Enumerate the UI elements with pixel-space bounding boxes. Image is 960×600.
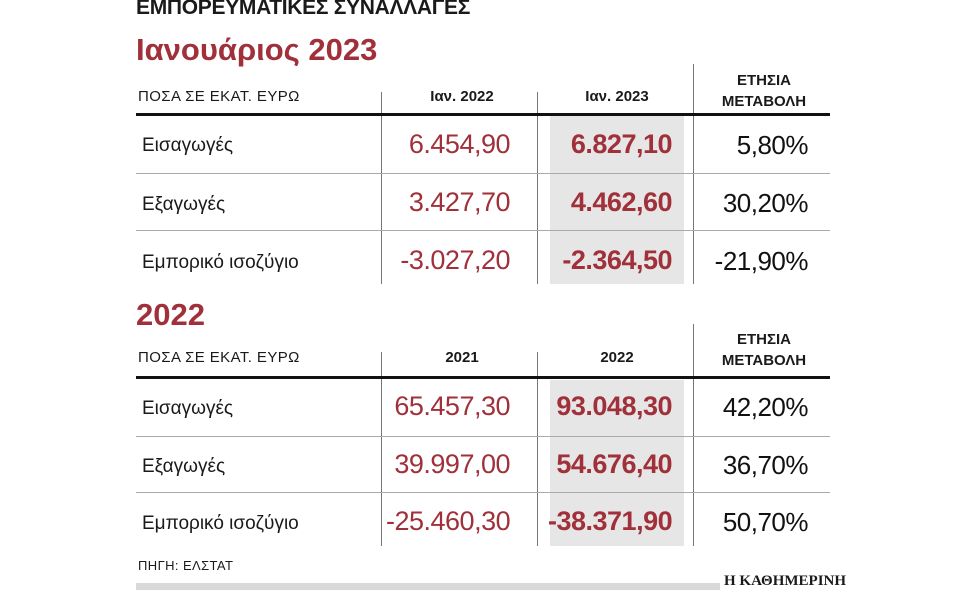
column-divider	[537, 352, 538, 546]
value-exports-cur: 4.462,60	[570, 187, 673, 217]
value-exports-change: 30,20%	[722, 188, 809, 218]
row-divider	[136, 173, 830, 174]
value-balance-cur: -2.364,50	[562, 245, 672, 275]
column-divider	[693, 324, 694, 546]
row-divider	[136, 230, 830, 231]
column-divider	[381, 352, 382, 546]
row-label-imports: Εισαγωγές	[142, 398, 234, 419]
section-title-2022: 2022	[136, 297, 205, 332]
value-balance-change: 50,70%	[722, 507, 809, 537]
column-divider	[381, 92, 382, 284]
value-exports-change: 36,70%	[722, 450, 809, 480]
header-rule	[136, 376, 830, 379]
column-divider	[537, 92, 538, 284]
value-exports-cur: 54.676,40	[556, 449, 672, 479]
value-balance-prev: -25.460,30	[386, 506, 511, 536]
row-divider	[136, 492, 830, 493]
value-imports-prev: 65.457,30	[394, 391, 510, 421]
value-imports-cur: 6.827,10	[570, 129, 673, 159]
source-note: ΠΗΓΗ: ΕΛΣΤΑΤ	[138, 558, 234, 573]
change-header-line-1: ΕΤΗΣΙΑ	[736, 331, 791, 348]
row-label-exports: Εξαγωγές	[142, 194, 226, 215]
column-header-cur: Ιαν. 2023	[585, 88, 649, 105]
section-title-jan-2023: Ιανουάριος 2023	[136, 32, 378, 67]
change-header-line-1: ΕΤΗΣΙΑ	[736, 72, 791, 89]
unit-label: ΠΟΣΑ ΣΕ ΕΚΑΤ. ΕΥΡΩ	[138, 349, 300, 366]
change-header-line-2: ΜΕΤΑΒΟΛΗ	[721, 352, 807, 369]
unit-label: ΠΟΣΑ ΣΕ ΕΚΑΤ. ΕΥΡΩ	[138, 88, 300, 105]
value-exports-prev: 39.997,00	[394, 449, 510, 479]
value-balance-prev: -3.027,20	[400, 245, 510, 275]
footer-bar	[136, 583, 720, 590]
highlight-column-2022	[550, 380, 684, 546]
row-label-balance: Εμπορικό ισοζύγιο	[142, 252, 299, 273]
row-label-exports: Εξαγωγές	[142, 456, 226, 477]
column-header-change: ΕΤΗΣΙΑ ΜΕΤΑΒΟΛΗ	[694, 70, 834, 112]
column-header-cur: 2022	[600, 349, 634, 366]
row-label-balance: Εμπορικό ισοζύγιο	[142, 513, 299, 534]
column-header-change: ΕΤΗΣΙΑ ΜΕΤΑΒΟΛΗ	[694, 329, 834, 371]
header-rule	[136, 113, 830, 116]
value-balance-cur: -38.371,90	[548, 506, 673, 536]
value-imports-prev: 6.454,90	[408, 129, 511, 159]
value-imports-change: 42,20%	[722, 392, 809, 422]
value-balance-change: -21,90%	[714, 246, 809, 276]
column-header-prev: Ιαν. 2022	[430, 88, 494, 105]
value-imports-cur: 93.048,30	[556, 391, 672, 421]
change-header-line-2: ΜΕΤΑΒΟΛΗ	[721, 93, 807, 110]
publisher-logo: Η ΚΑΘΗΜΕΡΙΝΗ	[724, 573, 847, 589]
column-header-prev: 2021	[445, 349, 479, 366]
column-divider	[693, 64, 694, 284]
main-title: ΕΜΠΟΡΕΥΜΑΤΙΚΕΣ ΣΥΝΑΛΛΑΓΕΣ	[136, 0, 471, 19]
value-exports-prev: 3.427,70	[408, 187, 511, 217]
highlight-column-jan-2023	[550, 116, 684, 284]
row-divider	[136, 436, 830, 437]
row-label-imports: Εισαγωγές	[142, 135, 234, 156]
value-imports-change: 5,80%	[736, 130, 809, 160]
